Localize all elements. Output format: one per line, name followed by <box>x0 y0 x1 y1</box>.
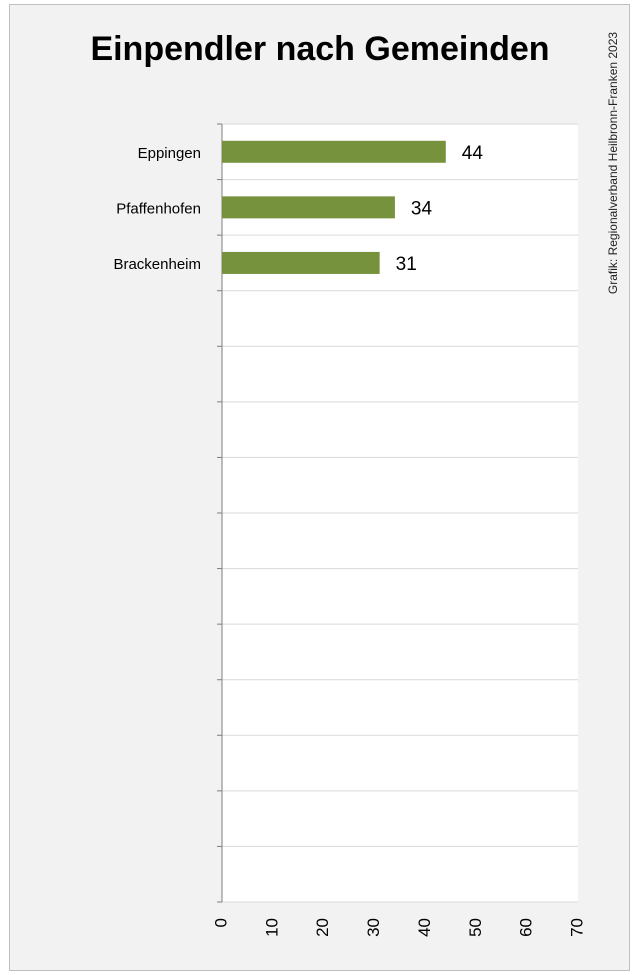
chart-title: Einpendler nach Gemeinden <box>90 30 550 68</box>
x-tick-label: 10 <box>262 918 281 937</box>
bar <box>222 140 446 163</box>
x-tick-label: 50 <box>466 918 485 937</box>
category-label: Pfaffenhofen <box>116 200 201 217</box>
data-label: 31 <box>396 254 417 275</box>
category-label: Eppingen <box>138 145 201 162</box>
data-label: 44 <box>462 143 484 164</box>
bar <box>222 251 380 274</box>
x-tick-label: 0 <box>211 918 230 927</box>
x-tick-label: 60 <box>517 918 536 937</box>
x-tick-label: 30 <box>364 918 383 937</box>
x-tick-label: 20 <box>313 918 332 937</box>
bar <box>222 196 395 219</box>
x-tick-label: 70 <box>567 918 586 937</box>
category-label: Brackenheim <box>113 256 201 273</box>
data-label: 34 <box>411 198 433 219</box>
x-tick-label: 40 <box>415 918 434 937</box>
